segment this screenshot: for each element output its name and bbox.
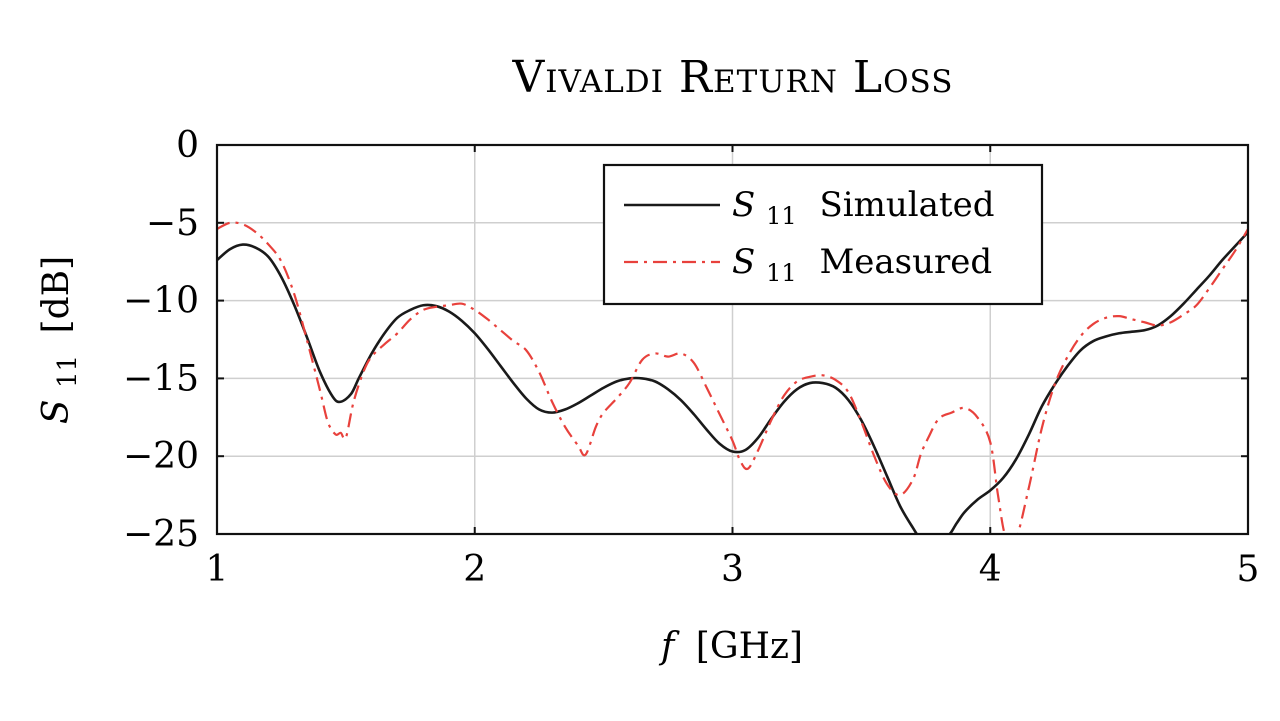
series-line-simulated — [217, 231, 1248, 534]
x-tick-label: 1 — [206, 549, 229, 590]
y-tick-label: −20 — [123, 436, 199, 477]
x-axis-label-var: f — [658, 626, 680, 667]
legend-entry-measured: S 11 Measured — [732, 242, 992, 290]
y-axis-label-sub: 11 — [53, 355, 83, 388]
legend: S 11 Simulated S 11 Measured — [602, 163, 1044, 306]
y-axis-label-var: S — [36, 399, 77, 424]
x-tick-label: 4 — [979, 549, 1002, 590]
legend-measured-text: Measured — [819, 242, 992, 282]
y-tick-label: −25 — [123, 514, 199, 555]
x-tick-label: 2 — [463, 549, 486, 590]
x-tick-label: 5 — [1237, 549, 1260, 590]
legend-entry-simulated: S 11 Simulated — [732, 185, 994, 233]
y-axis-label: S 11 [dB] — [36, 256, 85, 424]
x-axis-label: f [GHz] — [658, 626, 803, 667]
y-tick-label: −5 — [146, 203, 199, 244]
legend-simulated-sub: 11 — [766, 202, 797, 230]
y-tick-label: −15 — [123, 358, 199, 399]
y-axis-ticks: 0 −5 −10 −15 −20 −25 — [123, 125, 1248, 555]
y-tick-label: 0 — [176, 125, 199, 166]
y-tick-label: −10 — [123, 281, 199, 322]
legend-measured-var: S — [732, 242, 755, 282]
legend-simulated-text: Simulated — [819, 185, 994, 225]
x-axis-label-unit: [GHz] — [696, 626, 803, 667]
chart-title: Vivaldi Return Loss — [512, 52, 954, 103]
legend-box — [602, 163, 1044, 306]
legend-measured-sub: 11 — [766, 259, 797, 287]
series-line-measured — [217, 221, 1248, 534]
x-tick-label: 3 — [721, 549, 744, 590]
series-layer — [217, 221, 1248, 534]
legend-simulated-var: S — [732, 185, 755, 225]
y-axis-label-unit: [dB] — [36, 256, 77, 334]
x-axis-ticks: 1 2 3 4 5 — [206, 145, 1260, 590]
